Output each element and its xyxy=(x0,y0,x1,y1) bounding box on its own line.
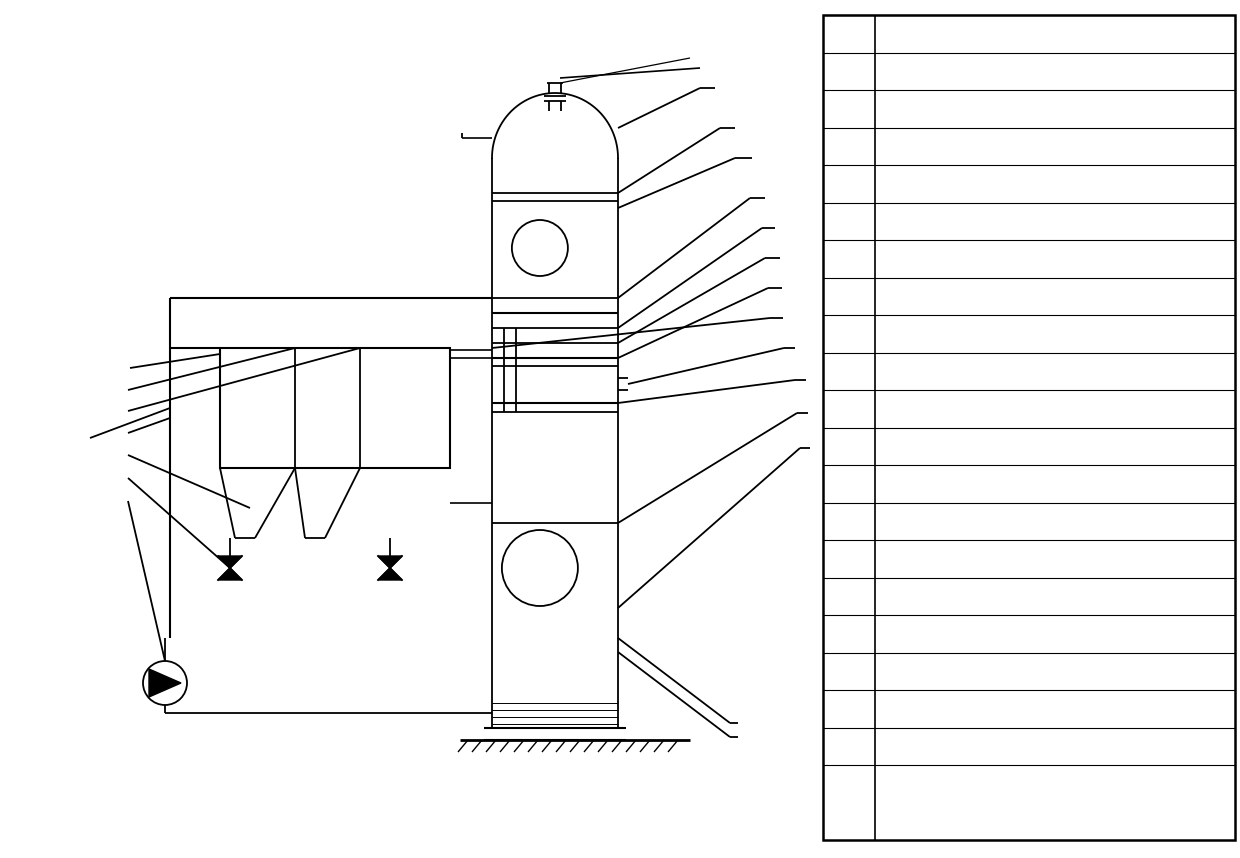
Polygon shape xyxy=(149,669,181,697)
Bar xyxy=(823,15,1235,840)
Bar xyxy=(219,348,450,468)
Polygon shape xyxy=(218,556,242,580)
Polygon shape xyxy=(378,556,402,580)
